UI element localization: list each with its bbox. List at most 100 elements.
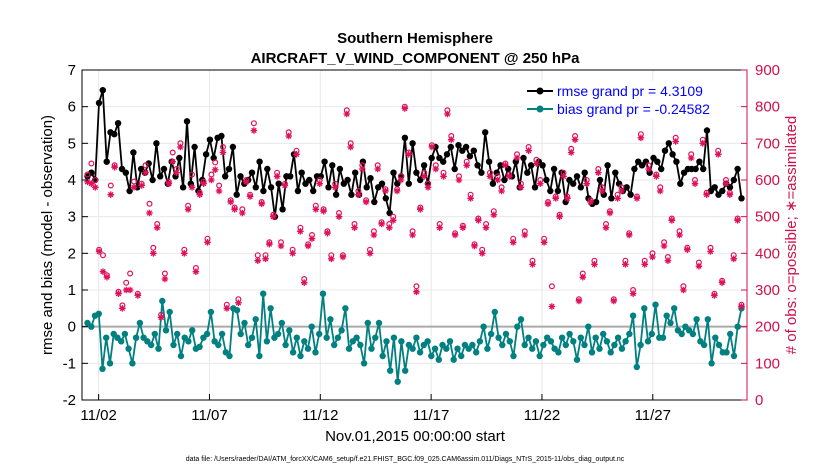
rmse-point [287,173,294,180]
obs_assimilated-point [328,255,335,263]
bias-point [118,338,125,345]
obs_assimilated-point [389,217,397,224]
obs_assimilated-point [370,231,378,239]
obs_possible-point [88,160,95,167]
obs_assimilated-point [455,176,463,184]
y-right-tick-label: 0 [755,392,763,409]
obs_assimilated-point [153,224,161,231]
obs_assimilated-point [378,220,385,228]
obs_assimilated-point [718,279,726,286]
bias-point [323,334,330,341]
rmse-point [570,180,577,187]
rmse-point [95,99,103,107]
bias-point [622,338,629,345]
obs_assimilated-point [478,250,486,257]
obs_assimilated-point [417,206,424,213]
obs_assimilated-point [115,290,122,297]
rmse-point [275,180,282,187]
obs_assimilated-point [505,173,513,180]
rmse-point [547,187,554,195]
obs_assimilated-point [653,173,660,180]
bias-point [562,341,569,349]
bias-point [338,327,345,334]
legend: rmse grand pr = 4.3109 bias grand pr = -… [522,81,736,119]
bias-point [431,345,439,352]
rmse-point [520,154,527,162]
rmse-point [344,176,351,184]
bias-point [203,330,211,338]
bias-point [301,338,308,345]
rmse-point [248,169,256,176]
obs_assimilated-point [239,209,246,217]
rmse-point [478,169,485,176]
y-left-tick-label: -1 [63,355,76,372]
rmse-point [738,195,745,202]
obs_assimilated-point [281,182,289,189]
obs_possible-point [123,279,130,286]
bias-point [129,360,136,367]
bias-point [573,356,581,363]
rmse-point [111,131,118,138]
bias-point [469,341,476,349]
rmse-point [413,169,420,176]
x-tick-label: 11/22 [524,407,560,424]
obs_assimilated-point [707,248,714,255]
bias-point [151,330,158,338]
rmse-point [371,198,378,206]
obs_assimilated-point [486,173,494,180]
rmse-point [524,169,531,176]
obs_assimilated-point [300,279,308,286]
obs_assimilated-point [401,105,409,112]
obs_assimilated-point [676,231,683,239]
bias-point [637,341,644,349]
bias-point [708,360,715,367]
obs_possible-point [216,182,223,189]
bias-point [517,316,525,323]
bias-point [155,345,162,352]
obs_assimilated-point [343,110,351,118]
obs_assimilated-point [482,224,490,231]
obs_assimilated-point [331,184,339,191]
bias-point [693,316,700,323]
bias-point [484,345,491,352]
obs_assimilated-point [204,239,211,246]
bias-point [241,319,248,327]
obs_assimilated-point [683,246,691,253]
obs_assimilated-point [656,187,664,195]
rmse-point [409,140,416,147]
axis-ticks: -2 -1 0 1 2 3 4 5 6 7 0 100 200 300 400 500 600 700 800 900… [63,62,780,424]
rmse-point [543,176,550,184]
rmse-point [157,173,164,180]
bias-point [196,343,203,350]
obs_assimilated-point [536,180,544,187]
bias-point [331,341,338,349]
obs_assimilated-point [142,169,149,176]
series-obs_assimilated [84,105,745,321]
obs_assimilated-point [200,180,207,187]
obs_assimilated-point [664,257,672,264]
obs_possible-point [107,182,114,189]
obs_assimilated-point [304,242,312,250]
obs_assimilated-point [250,127,258,134]
rmse-point [531,184,539,191]
bias-point [136,319,144,327]
rmse-point [99,87,107,94]
series-bias [84,290,745,385]
obs_assimilated-point [184,206,192,213]
bias-point [375,319,383,327]
rmse-point [329,162,336,169]
bias-point [607,349,614,356]
bias-point [618,345,626,352]
bias-point [99,365,106,372]
obs_assimilated-point [556,213,563,220]
bias-point [450,356,457,363]
obs_assimilated-point [552,195,560,202]
bias-point [700,341,708,349]
rmse-point [665,140,672,147]
rmse-point [126,187,133,195]
obs_assimilated-point [95,248,103,255]
y-axis-left-label: rmse and bias (model - observation) [39,115,56,355]
legend-bias-marker [536,105,544,113]
bias-point [248,334,256,341]
